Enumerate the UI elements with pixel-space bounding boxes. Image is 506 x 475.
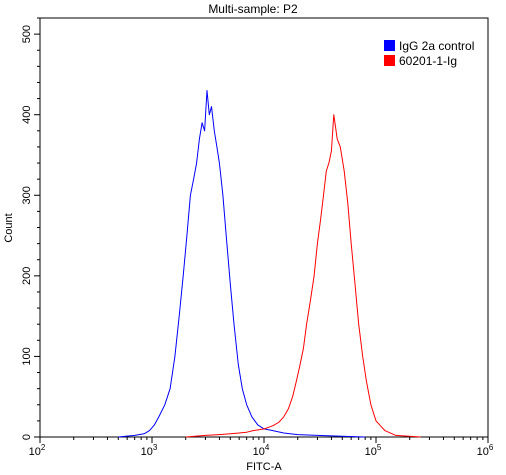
series-group: [118, 90, 421, 438]
x-tick-exponent: 5: [377, 443, 382, 452]
y-tick-label: 0: [21, 434, 33, 440]
plot-frame: [39, 17, 489, 438]
y-tick-label: 100: [21, 347, 33, 365]
series-line-0: [118, 90, 366, 438]
y-tick-label: 500: [21, 25, 33, 43]
chart-title: Multi-sample: P2: [208, 2, 298, 16]
x-tick-base: 10: [253, 446, 265, 458]
legend-swatch-1: [384, 55, 395, 66]
legend-label-0: IgG 2a control: [399, 39, 474, 53]
x-tick-base: 10: [29, 446, 41, 458]
x-tick-base: 10: [141, 446, 153, 458]
x-tick-base: 10: [477, 446, 489, 458]
y-tick-label: 300: [21, 186, 33, 204]
y-tick-label: 400: [21, 106, 33, 124]
y-tick-label: 200: [21, 267, 33, 285]
x-tick-label: 104: [253, 443, 270, 458]
x-tick-label: 102: [29, 443, 46, 458]
y-axis-label: Count: [3, 213, 15, 242]
x-tick-exponent: 2: [41, 443, 46, 452]
legend-label-1: 60201-1-Ig: [399, 54, 457, 68]
x-tick-exponent: 6: [489, 443, 494, 452]
x-tick-label: 105: [365, 443, 382, 458]
x-tick-exponent: 4: [265, 443, 270, 452]
x-axis-label: FITC-A: [246, 461, 282, 473]
x-tick-base: 10: [365, 446, 377, 458]
x-tick-label: 106: [477, 443, 494, 458]
legend-swatch-0: [384, 40, 395, 51]
x-tick-label: 103: [141, 443, 158, 458]
series-line-1: [185, 114, 421, 438]
x-tick-exponent: 3: [153, 443, 158, 452]
x-axis: 102 103 104 105 106: [29, 437, 494, 458]
y-axis: 0 100 200 300 400 500: [21, 17, 40, 440]
